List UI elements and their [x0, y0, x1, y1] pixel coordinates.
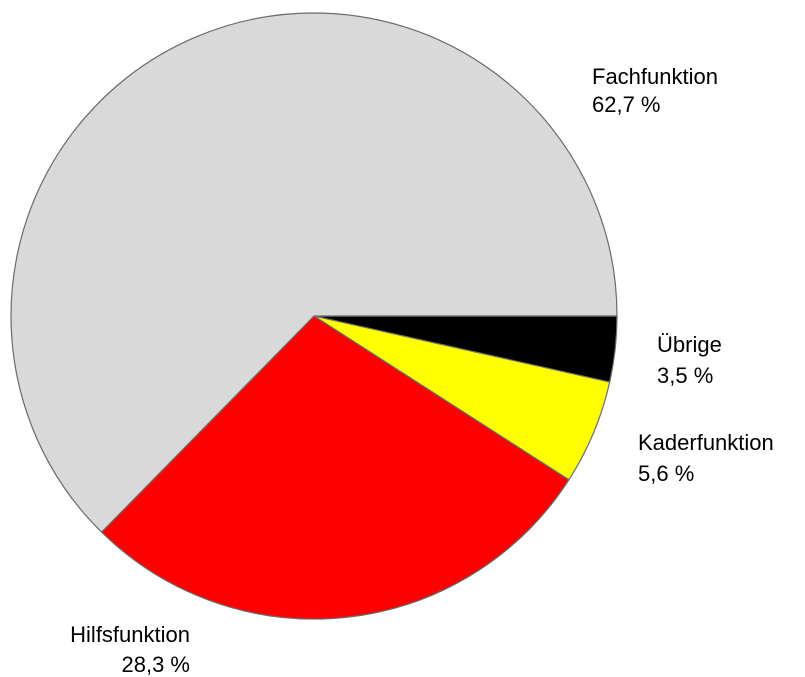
slice-label: Fachfunktion: [592, 64, 718, 89]
slice-value-label: 3,5 %: [657, 363, 713, 388]
slice-value-label: 5,6 %: [638, 461, 694, 486]
slice-value-label: 28,3 %: [122, 652, 191, 677]
slice-value-label: 62,7 %: [592, 92, 661, 117]
slice-label: Übrige: [657, 332, 722, 357]
slice-label: Kaderfunktion: [638, 430, 774, 455]
slice-label: Hilfsfunktion: [70, 622, 190, 647]
pie-slice: [10, 12, 618, 533]
pie-slice: [100, 315, 570, 620]
